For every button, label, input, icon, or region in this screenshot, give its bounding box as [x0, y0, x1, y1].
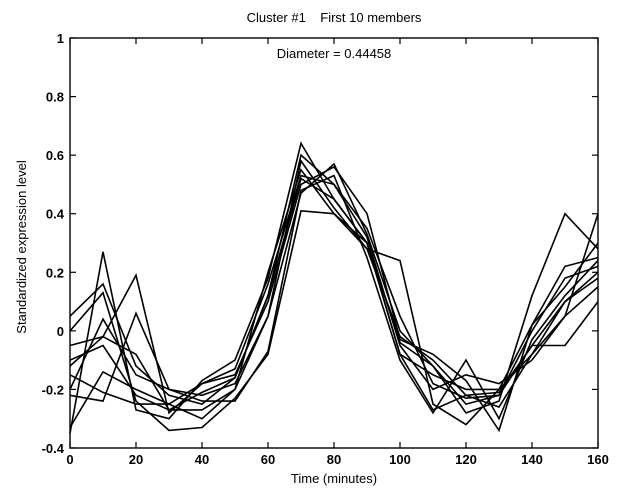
y-axis-label: Standardized expression level [14, 160, 29, 334]
plot-area: 0 20 40 60 80 100 120 140 160 -0.4 -0.2 0 0.2 0.4 0.6 0… [42, 31, 609, 467]
x-tick-label: 60 [261, 452, 275, 467]
y-tick-label: 0.6 [46, 148, 64, 163]
chart-title: Cluster #1 First 10 members [247, 10, 422, 25]
series-line-8 [69, 159, 599, 428]
x-tick-label: 160 [587, 452, 609, 467]
y-tick-label: -0.2 [42, 382, 64, 397]
series-line-10 [69, 174, 599, 421]
series-line-6 [69, 162, 599, 406]
x-tick-label: 40 [195, 452, 209, 467]
x-tick-label: 140 [521, 452, 543, 467]
y-tick-label: 1 [57, 31, 64, 46]
x-axis-label: Time (minutes) [291, 471, 377, 486]
x-tick-label: 120 [455, 452, 477, 467]
y-tick-label: 0.8 [46, 90, 64, 105]
x-tick-label: 100 [389, 452, 411, 467]
x-tick-label: 0 [66, 452, 73, 467]
series-line-9 [69, 174, 599, 405]
diameter-annotation: Diameter = 0.44458 [277, 46, 392, 61]
x-tick-label: 80 [327, 452, 341, 467]
series-line-2 [69, 141, 599, 434]
series-line-4 [69, 165, 599, 433]
y-tick-label: 0.2 [46, 265, 64, 280]
y-tick-label: 0.4 [46, 207, 65, 222]
plot-frame [69, 37, 599, 449]
series-line-5 [69, 209, 599, 432]
y-tick-label: 0 [57, 324, 64, 339]
y-tick-label: -0.4 [42, 441, 65, 456]
x-tick-label: 20 [129, 452, 143, 467]
